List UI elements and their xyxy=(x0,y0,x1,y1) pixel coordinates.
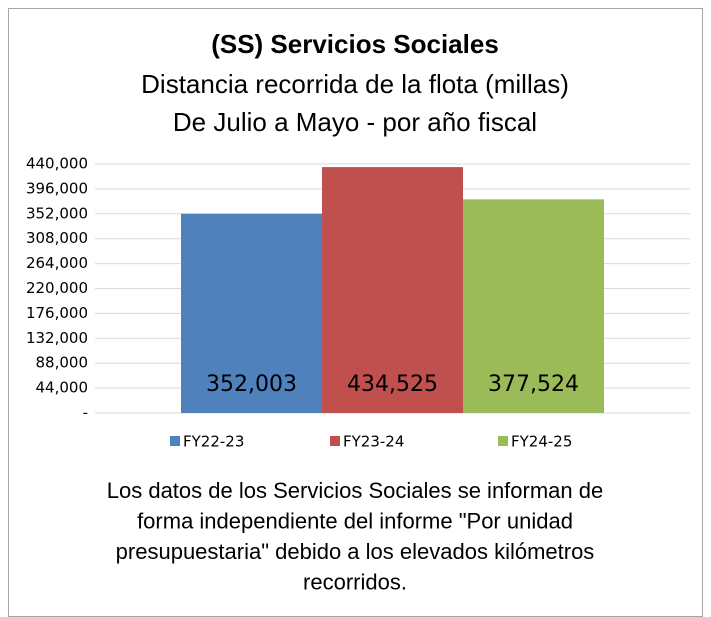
legend-swatch xyxy=(498,436,508,446)
y-tick-label: - xyxy=(83,404,88,422)
annotation: recorridos. xyxy=(303,569,407,594)
legend-swatch xyxy=(330,436,340,446)
legend-label: FY23-24 xyxy=(343,433,404,451)
y-tick-label: 220,000 xyxy=(26,279,88,297)
legend-swatch xyxy=(170,436,180,446)
value-label: 377,524 xyxy=(488,372,579,397)
annotation: Los datos de los Servicios Sociales se i… xyxy=(107,478,603,503)
annotation: presupuestaria" debido a los elevados ki… xyxy=(116,539,595,564)
y-tick-label: 440,000 xyxy=(26,155,88,173)
bar xyxy=(181,213,322,413)
chart-subtitle: Distancia recorrida de la flota (millas) xyxy=(141,69,569,99)
chart-title: (SS) Servicios Sociales xyxy=(211,29,499,59)
y-tick-label: 176,000 xyxy=(26,304,88,322)
legend-label: FY22-23 xyxy=(183,433,244,451)
annotation: forma independiente del informe "Por uni… xyxy=(137,508,573,533)
y-tick-label: 44,000 xyxy=(36,379,89,397)
y-tick-label: 396,000 xyxy=(26,179,88,197)
value-label: 352,003 xyxy=(206,372,297,397)
value-label: 434,525 xyxy=(347,372,438,397)
bar xyxy=(322,167,463,413)
bar xyxy=(463,199,604,413)
y-tick-label: 132,000 xyxy=(26,329,88,347)
y-tick-label: 88,000 xyxy=(36,354,89,372)
y-tick-label: 352,000 xyxy=(26,204,88,222)
y-tick-label: 308,000 xyxy=(26,229,88,247)
legend-label: FY24-25 xyxy=(511,433,572,451)
chart-subtitle: De Julio a Mayo - por año fiscal xyxy=(173,107,537,137)
y-tick-label: 264,000 xyxy=(26,254,88,272)
